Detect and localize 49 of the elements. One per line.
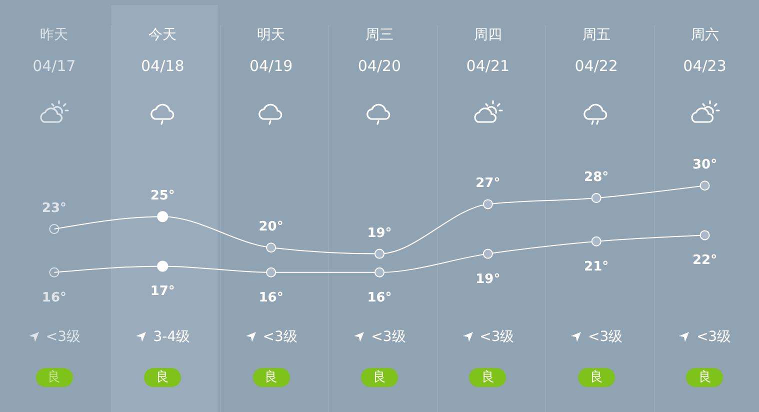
text: <3级 bbox=[478, 328, 514, 346]
data-label: 28° bbox=[584, 170, 609, 185]
data-label: 17° bbox=[150, 284, 175, 300]
x-tick-label: 周六 04/23 bbox=[682, 26, 728, 77]
data-label: 20° bbox=[258, 220, 284, 235]
text: 良 bbox=[578, 368, 615, 387]
point bbox=[157, 211, 168, 222]
text: <3级 bbox=[370, 328, 406, 346]
point bbox=[700, 180, 710, 191]
text: <3级 bbox=[587, 328, 623, 346]
point bbox=[482, 248, 493, 259]
data-label: 25° bbox=[150, 188, 175, 204]
text: <3级 bbox=[695, 328, 732, 346]
data-label: 21° bbox=[584, 259, 609, 274]
point bbox=[482, 199, 493, 210]
x-tick-label: 周三 04/20 bbox=[356, 26, 402, 77]
data-label: 30° bbox=[692, 158, 718, 173]
point bbox=[374, 248, 384, 259]
text: 良 bbox=[360, 368, 398, 387]
text: <3级 bbox=[44, 328, 81, 346]
text: <3级 bbox=[262, 328, 298, 346]
data-label: 23° bbox=[42, 201, 67, 216]
text: 良 bbox=[686, 368, 724, 387]
x-tick-label: 明天 04/19 bbox=[248, 26, 294, 77]
data-label: 19° bbox=[476, 272, 500, 287]
text: 良 bbox=[36, 368, 73, 387]
text: 良 bbox=[469, 368, 506, 387]
data-label: 27° bbox=[476, 176, 500, 192]
data-label: 16° bbox=[367, 290, 392, 306]
data-label: 16° bbox=[42, 290, 67, 306]
point bbox=[374, 267, 384, 278]
point bbox=[591, 236, 602, 246]
point bbox=[157, 260, 168, 272]
text: 3-4级 bbox=[152, 328, 190, 346]
data-label: 22° bbox=[692, 253, 718, 268]
point bbox=[591, 193, 602, 203]
point bbox=[266, 267, 276, 278]
data-label: 16° bbox=[258, 290, 284, 306]
point bbox=[266, 242, 276, 253]
x-tick-label: 今天 04/18 bbox=[140, 26, 186, 77]
x-tick-label: 昨天 04/17 bbox=[32, 26, 77, 77]
point bbox=[49, 267, 60, 278]
point bbox=[700, 230, 710, 240]
point bbox=[49, 224, 60, 234]
x-tick-label: 周五 04/22 bbox=[574, 26, 619, 77]
text: 良 bbox=[144, 368, 182, 387]
text: 良 bbox=[252, 368, 290, 387]
data-label: 19° bbox=[367, 226, 392, 241]
x-tick-label: 周四 04/21 bbox=[465, 26, 511, 77]
